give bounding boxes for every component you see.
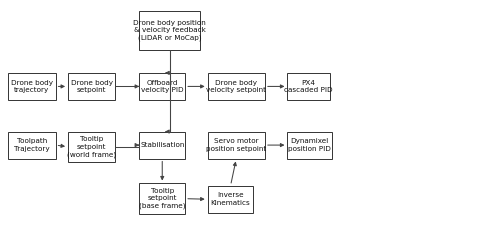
FancyBboxPatch shape — [8, 73, 56, 100]
FancyBboxPatch shape — [208, 73, 265, 100]
Text: Dynamixel
position PID: Dynamixel position PID — [288, 138, 332, 152]
Text: Tooltip
setpoint
(base frame): Tooltip setpoint (base frame) — [139, 188, 186, 210]
Text: Offboard
velocity PID: Offboard velocity PID — [141, 80, 184, 93]
Text: Toolpath
Trajectory: Toolpath Trajectory — [14, 138, 50, 152]
FancyBboxPatch shape — [140, 73, 185, 100]
FancyBboxPatch shape — [208, 132, 265, 159]
FancyBboxPatch shape — [208, 186, 254, 213]
Text: Inverse
Kinematics: Inverse Kinematics — [210, 192, 250, 206]
FancyBboxPatch shape — [140, 183, 185, 214]
FancyBboxPatch shape — [288, 73, 330, 100]
FancyBboxPatch shape — [68, 73, 116, 100]
FancyBboxPatch shape — [8, 132, 56, 159]
FancyBboxPatch shape — [140, 11, 200, 50]
Text: Tooltip
setpoint
(world frame): Tooltip setpoint (world frame) — [67, 136, 116, 158]
Text: Drone body
trajectory: Drone body trajectory — [11, 80, 53, 93]
Text: Stabilisation: Stabilisation — [140, 142, 184, 148]
Text: Drone body
velocity setpoint: Drone body velocity setpoint — [206, 80, 266, 93]
FancyBboxPatch shape — [140, 132, 185, 159]
FancyBboxPatch shape — [288, 132, 333, 159]
Text: Drone body
setpoint: Drone body setpoint — [70, 80, 112, 93]
FancyBboxPatch shape — [68, 132, 116, 162]
Text: PX4
cascaded PID: PX4 cascaded PID — [284, 80, 333, 93]
Text: Servo motor
position setpoint: Servo motor position setpoint — [206, 138, 266, 152]
Text: Drone body position
& velocity feedback
(LiDAR or MoCap): Drone body position & velocity feedback … — [134, 20, 206, 41]
